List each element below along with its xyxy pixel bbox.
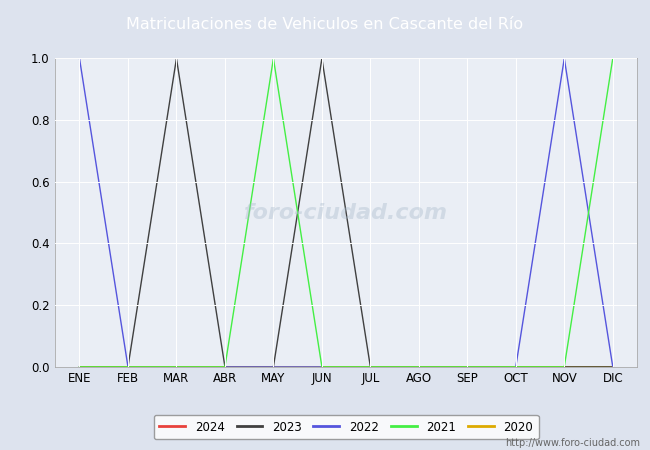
Legend: 2024, 2023, 2022, 2021, 2020: 2024, 2023, 2022, 2021, 2020 bbox=[153, 414, 539, 440]
Text: http://www.foro-ciudad.com: http://www.foro-ciudad.com bbox=[505, 438, 640, 448]
Text: Matriculaciones de Vehiculos en Cascante del Río: Matriculaciones de Vehiculos en Cascante… bbox=[127, 17, 523, 32]
Text: foro-ciudad.com: foro-ciudad.com bbox=[244, 202, 448, 223]
